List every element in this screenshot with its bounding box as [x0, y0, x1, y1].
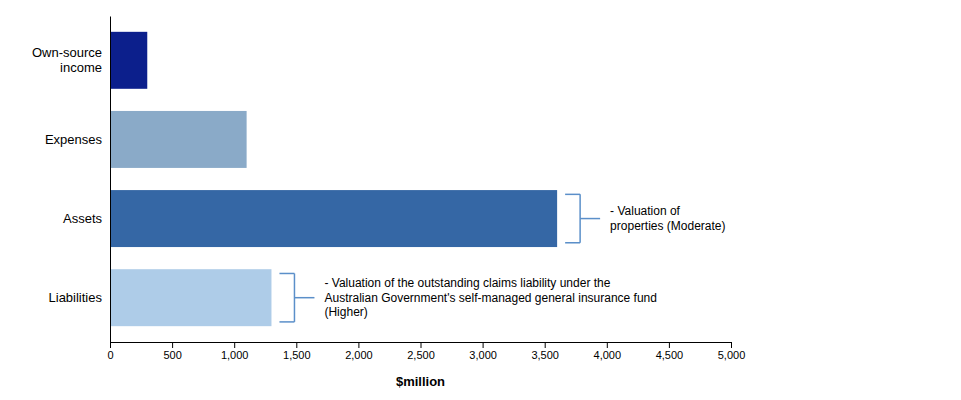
x-tick-mark [669, 342, 670, 348]
x-tick-mark [545, 342, 546, 348]
bar [110, 111, 247, 168]
y-axis: Own-sourceincome Expenses Assets Liabilitie… [32, 17, 111, 343]
annotation-bracket-line [294, 297, 314, 299]
annotation-text-line: Australian Government's self-managed gen… [324, 291, 656, 305]
annotation-bracket-line [279, 321, 294, 323]
x-tick-label: 4,500 [656, 349, 684, 361]
plot: 0 500 1,000 1,500 2,000 2,500 3,000 3,500 4,000 4… [32, 17, 745, 390]
x-tick: 1,500 [283, 342, 311, 361]
x-tick-mark [607, 342, 608, 348]
x-tick-label: 1,000 [221, 349, 249, 361]
y-tick: Expenses [45, 132, 110, 147]
y-tick-label-line: Own-source [32, 45, 102, 60]
y-tick: Own-sourceincome [32, 45, 110, 76]
annotation-text: - Valuation ofproperties (Moderate) [610, 204, 725, 232]
x-tick-label: 2,500 [407, 349, 435, 361]
annotation-bracket [279, 273, 314, 321]
bar [110, 32, 147, 89]
bar [110, 269, 271, 326]
x-tick: 2,000 [345, 342, 373, 361]
y-tick-label: Own-sourceincome [32, 45, 102, 76]
annotation-text-line: - Valuation of the outstanding claims li… [324, 276, 610, 290]
x-tick-mark [483, 342, 484, 348]
annotation-text-line: (Higher) [324, 305, 367, 319]
y-tick: Liabilities [49, 290, 110, 305]
annotation-bracket-line [565, 242, 580, 244]
y-tick-label-line: Assets [63, 211, 103, 226]
x-tick-mark [234, 342, 235, 348]
x-tick-label: 2,000 [345, 349, 373, 361]
x-tick-label: 500 [163, 349, 181, 361]
y-tick-label: Expenses [45, 132, 103, 147]
chart: 0 500 1,000 1,500 2,000 2,500 3,000 3,500 4,000 4… [0, 0, 961, 400]
x-axis-line [111, 343, 732, 349]
x-tick: 3,500 [531, 342, 559, 361]
bar [110, 190, 557, 247]
x-tick-mark [358, 342, 359, 348]
x-tick-label: 0 [107, 349, 113, 361]
annotation-bracket-line [580, 218, 600, 220]
x-tick: 0 [107, 342, 113, 361]
annotation-bracket-line [279, 273, 294, 275]
x-tick-label: 3,000 [469, 349, 497, 361]
x-tick: 500 [163, 342, 181, 361]
annotation-bracket-line [565, 194, 580, 196]
x-tick-label: 4,000 [594, 349, 622, 361]
x-tick-label: 5,000 [718, 349, 746, 361]
x-tick: 1,000 [221, 342, 249, 361]
annotations: - Valuation ofproperties (Moderate)- Val… [279, 194, 725, 322]
annotation-bracket [565, 194, 600, 242]
y-tick-label-line: Expenses [45, 132, 103, 147]
y-axis-line [110, 17, 111, 343]
x-axis: 0 500 1,000 1,500 2,000 2,500 3,000 3,500 4,000 4… [107, 342, 745, 361]
annotation-text: - Valuation of the outstanding claims li… [324, 276, 656, 319]
x-tick: 3,000 [469, 342, 497, 361]
x-tick: 4,500 [656, 342, 684, 361]
y-tick-label-line: Liabilities [49, 290, 103, 305]
annotation-text-line: - Valuation of [610, 204, 680, 218]
x-axis-title: $million [396, 374, 445, 389]
x-tick-mark [731, 342, 732, 348]
x-tick: 5,000 [718, 342, 746, 361]
y-tick: Assets [63, 211, 110, 226]
x-tick-mark [421, 342, 422, 348]
annotation-text-line: properties (Moderate) [610, 219, 725, 233]
x-tick: 4,000 [594, 342, 622, 361]
x-tick-mark [172, 342, 173, 348]
y-tick-label: Liabilities [49, 290, 103, 305]
x-tick-mark [110, 342, 111, 348]
x-tick-label: 3,500 [531, 349, 559, 361]
x-tick: 2,500 [407, 342, 435, 361]
y-tick-label-line: income [60, 60, 102, 75]
x-tick-mark [296, 342, 297, 348]
y-tick-label: Assets [63, 211, 103, 226]
x-tick-label: 1,500 [283, 349, 311, 361]
